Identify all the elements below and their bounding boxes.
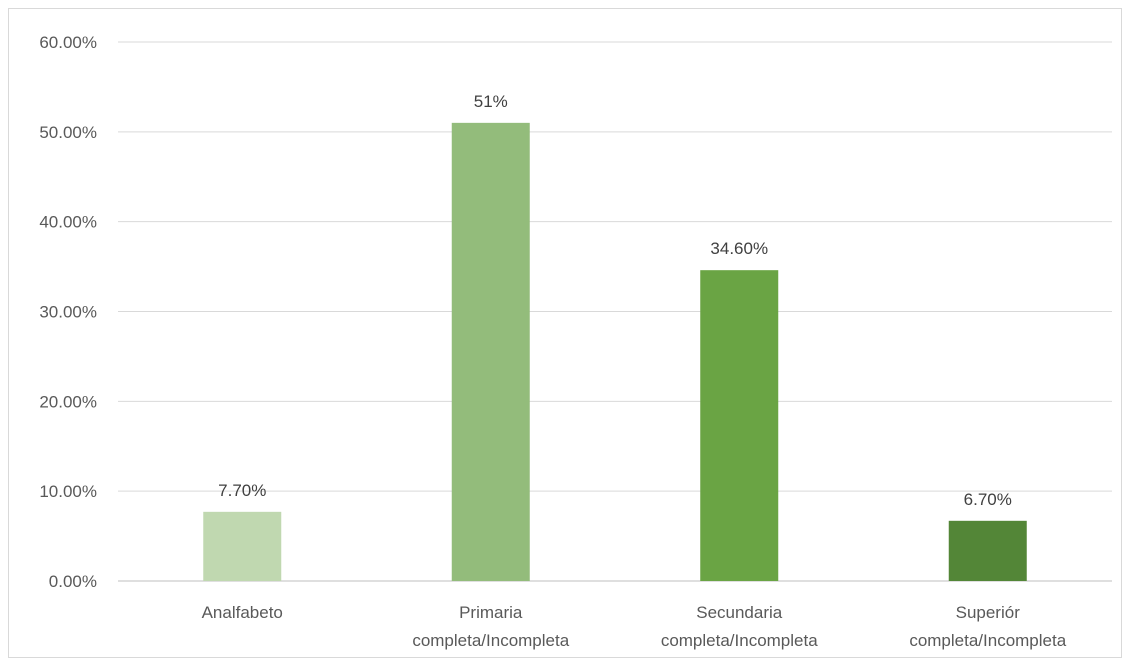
y-tick-label: 0.00% [49, 572, 97, 591]
category-label: Superiór completa/Incompleta [909, 603, 1066, 650]
gridlines [118, 41, 1112, 582]
bar [203, 511, 282, 581]
y-tick-label: 30.00% [39, 303, 97, 322]
y-axis-tick-labels: 0.00% 10.00% 20.00% 30.00% 40.00% 50.00% 60.00… [39, 33, 97, 591]
bar [948, 520, 1027, 581]
chart-frame [8, 8, 1122, 658]
x-axis-category-labels: Analfabeto Primaria completa/Incompleta Sec… [202, 603, 1067, 650]
category-label: Analfabeto [202, 603, 283, 622]
data-label: 34.60% [710, 239, 768, 258]
y-tick-label: 40.00% [39, 213, 97, 232]
data-label: 51% [474, 92, 508, 111]
y-tick-label: 50.00% [39, 123, 97, 142]
category-label: Secundaria completa/Incompleta [661, 603, 818, 650]
y-tick-label: 20.00% [39, 392, 97, 411]
data-labels: 7.70% 51% 34.60% 6.70% [218, 92, 1012, 509]
bars [203, 122, 1027, 581]
category-label: Primaria completa/Incompleta [412, 603, 569, 650]
y-tick-label: 60.00% [39, 33, 97, 52]
bar [451, 122, 530, 581]
y-tick-label: 10.00% [39, 482, 97, 501]
bar [700, 270, 779, 581]
data-label: 6.70% [964, 490, 1012, 509]
data-label: 7.70% [218, 481, 266, 500]
